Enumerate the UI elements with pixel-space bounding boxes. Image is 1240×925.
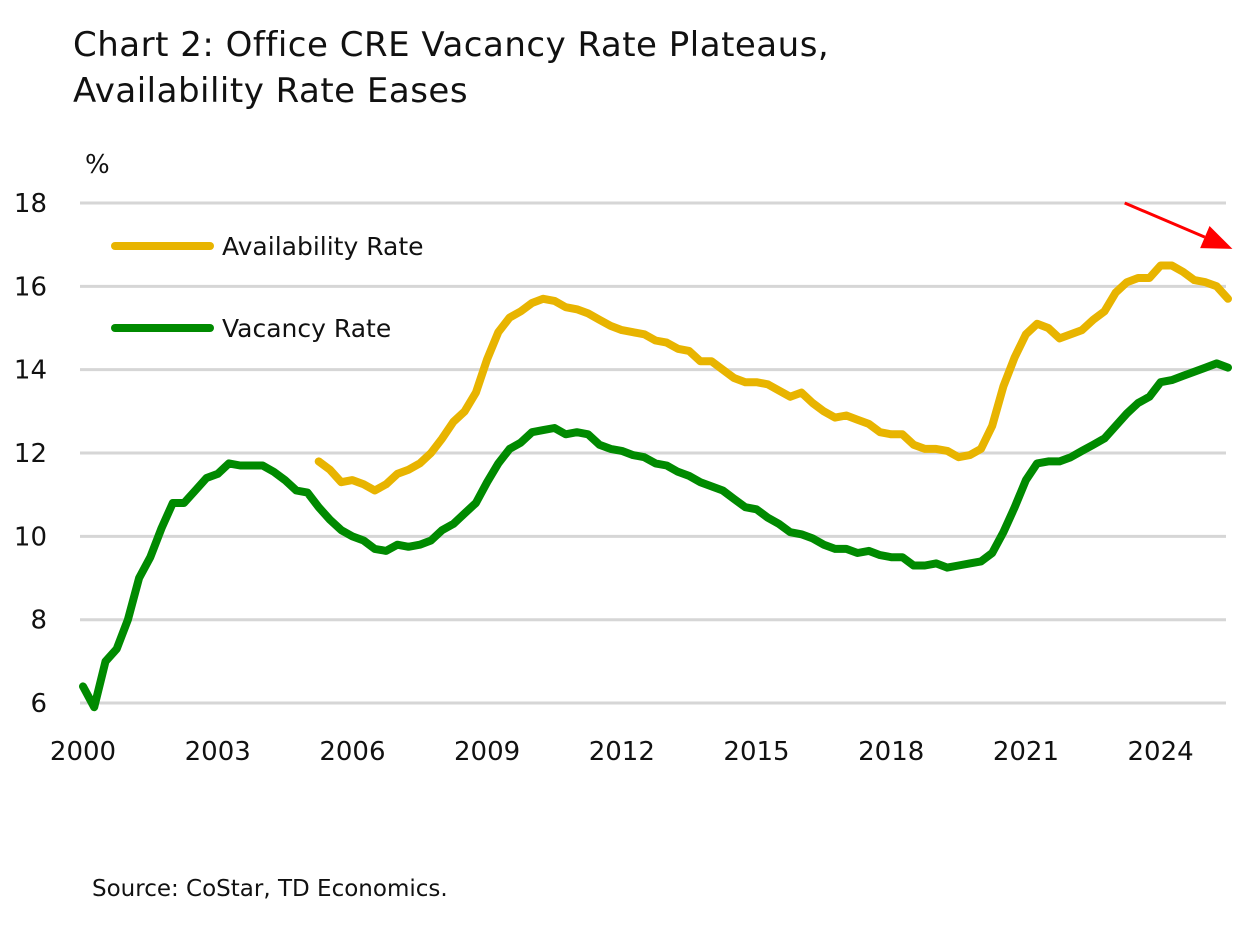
legend-label: Vacancy Rate xyxy=(222,314,391,343)
y-tick-label: 14 xyxy=(14,356,47,386)
series-line-vacancy-rate xyxy=(79,359,1232,712)
chart-title-line-1: Chart 2: Office CRE Vacancy Rate Plateau… xyxy=(73,25,830,65)
source-note: Source: CoStar, TD Economics. xyxy=(92,876,448,902)
y-tick-label: 8 xyxy=(30,606,47,636)
y-tick-label: 18 xyxy=(14,189,47,219)
legend-label: Availability Rate xyxy=(222,232,424,261)
x-tick-label: 2015 xyxy=(723,737,789,767)
chart-title-line-2: Availability Rate Eases xyxy=(73,71,469,111)
x-tick-label: 2006 xyxy=(319,737,385,767)
series-line-availability-rate xyxy=(314,261,1232,495)
arrow-annotation xyxy=(1124,201,1206,239)
y-tick-label: 6 xyxy=(30,689,47,719)
arrow-head xyxy=(1200,226,1233,249)
x-tick-label: 2018 xyxy=(858,737,924,767)
x-tick-label: 2009 xyxy=(454,737,520,767)
y-tick-label: 12 xyxy=(14,439,47,469)
y-tick-label: 16 xyxy=(14,272,47,302)
x-tick-label: 2012 xyxy=(589,737,655,767)
x-tick-label: 2021 xyxy=(993,737,1059,767)
x-tick-label: 2003 xyxy=(185,737,251,767)
y-tick-label: 10 xyxy=(14,522,47,552)
y-axis-unit: % xyxy=(85,150,110,180)
chart-title: Chart 2: Office CRE Vacancy Rate Plateau… xyxy=(73,22,829,114)
x-tick-label: 2000 xyxy=(50,737,116,767)
x-tick-label: 2024 xyxy=(1128,737,1194,767)
